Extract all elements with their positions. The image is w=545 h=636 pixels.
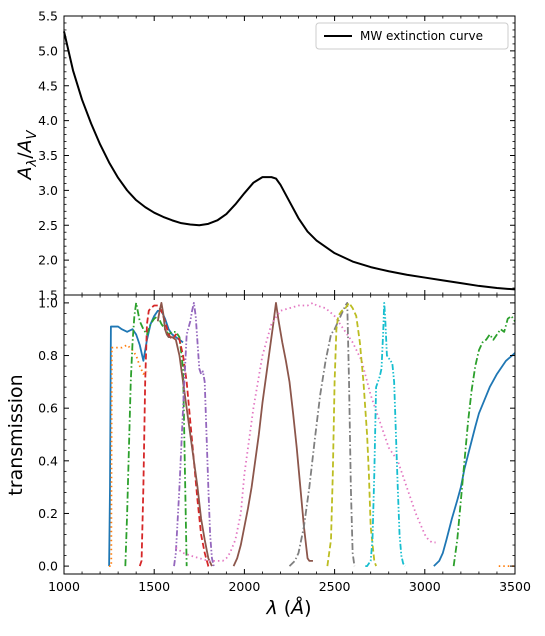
bottom-series-line-8	[232, 301, 313, 567]
bottom-series-line-11	[288, 301, 356, 567]
legend-label-mw-extinction-curve: MW extinction curve	[360, 29, 483, 43]
bottom-panel: 0.0 0.2 0.4 0.6 0.8 1.0 1000 1500 2000 2500 3000 35…	[5, 294, 531, 619]
top-ytick-label: 3.5	[38, 148, 58, 163]
bottom-xtick-label: 2500	[319, 579, 351, 594]
top-ytick-label: 2.0	[38, 253, 58, 268]
legend-box	[315, 22, 509, 50]
top-ytick-label: 3.0	[38, 183, 58, 198]
bottom-ytick-label: 1.0	[38, 295, 58, 310]
bottom-ticks: 0.0 0.2 0.4 0.6 0.8 1.0 1000 1500 2000 2500 3000 35…	[38, 295, 531, 594]
bottom-ytick-label: 0.0	[38, 559, 58, 574]
top-series-line-mw-extinction-curve	[63, 31, 516, 291]
bottom-series-line-0	[108, 309, 184, 567]
bottom-series-line-7	[156, 301, 213, 567]
bottom-axes-frame	[63, 294, 516, 575]
bottom-ytick-label: 0.8	[38, 348, 58, 363]
bottom-xtick-label: 1500	[138, 579, 170, 594]
bottom-ytick-label: 0.2	[38, 506, 58, 521]
bottom-ytick-label: 0.4	[38, 453, 58, 468]
bottom-xtick-label: 3500	[499, 579, 531, 594]
bottom-x-axis-label: λ (Å)	[265, 596, 311, 619]
legend: MW extinction curve	[315, 22, 509, 50]
top-ytick-label: 5.0	[38, 43, 58, 58]
top-y-axis-label: Aλ/AV	[14, 129, 40, 181]
top-panel: 1.5 2.0 2.5 3.0 3.5 4.0 4.5 5.0 5.5 Aλ/AV MW ext…	[14, 9, 516, 303]
bottom-series-line-12	[326, 301, 377, 567]
top-ytick-label: 4.5	[38, 78, 58, 93]
bottom-y-axis-label: transmission	[5, 374, 27, 495]
top-plot-area	[63, 31, 516, 291]
top-ticks: 1.5 2.0 2.5 3.0 3.5 4.0 4.5 5.0 5.5	[38, 9, 516, 303]
bottom-xtick-label: 2000	[228, 579, 260, 594]
top-ytick-label: 1.5	[38, 288, 58, 303]
bottom-plot-area	[108, 301, 516, 567]
bottom-series-line-9	[173, 301, 215, 567]
bottom-series-line-5	[452, 315, 516, 567]
bottom-xtick-label: 1000	[48, 579, 80, 594]
bottom-xtick-label: 3000	[409, 579, 441, 594]
bottom-ytick-label: 0.6	[38, 401, 58, 416]
bottom-series-line-1	[433, 352, 516, 567]
bottom-series-line-4	[124, 301, 188, 567]
top-ytick-label: 2.5	[38, 218, 58, 233]
top-ytick-label: 4.0	[38, 113, 58, 128]
bottom-series-line-13	[365, 301, 406, 567]
top-ytick-label: 5.5	[38, 9, 58, 24]
bottom-series-line-10	[175, 301, 436, 562]
